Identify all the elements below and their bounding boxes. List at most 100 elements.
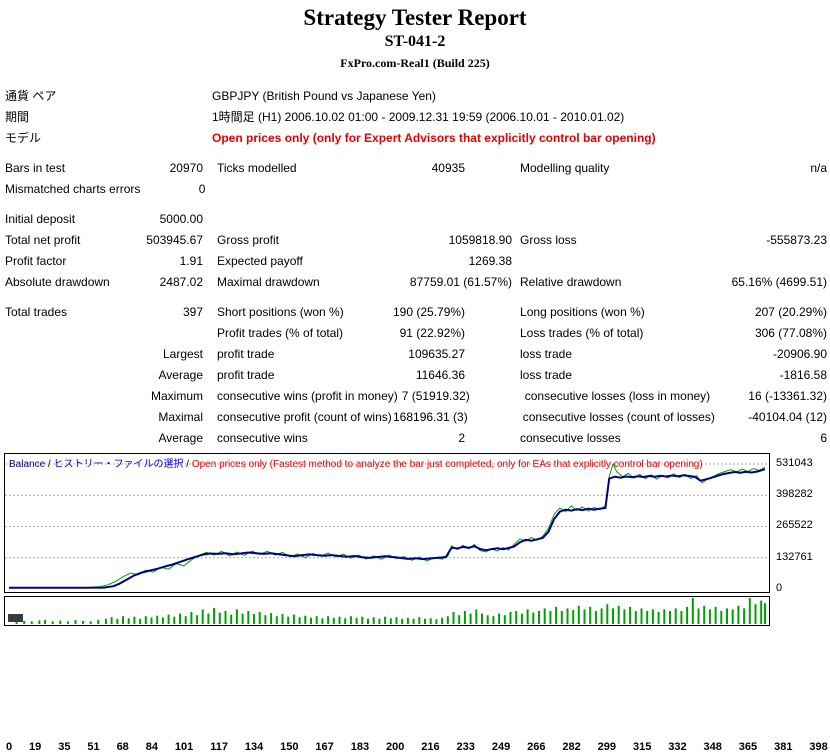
caption-history-file-link[interactable]: ヒストリー・ファイルの選択: [53, 459, 184, 470]
stat-label: Ticks modelled: [217, 160, 297, 175]
stat-value: 1269.38: [468, 253, 512, 268]
stat-label: loss trade: [520, 346, 573, 361]
x-axis-label: 68: [116, 741, 129, 753]
x-axis-label: 282: [562, 741, 581, 753]
stats-row: Total trades 397 Short positions (won %) 19…: [0, 301, 830, 322]
stat-label: Maximal drawdown: [217, 274, 320, 289]
stat-value: 16 (-13361.32): [748, 388, 827, 403]
stat-label: Gross profit: [217, 232, 280, 247]
model-label: モデル: [5, 131, 42, 145]
stat-label: Profit factor: [5, 253, 67, 268]
stats-table: Bars in test 20970 Ticks modelled 40935 Mode…: [0, 157, 830, 448]
x-axis-label: 35: [58, 741, 71, 753]
stat-value: 87759.01 (61.57%): [409, 274, 512, 289]
model-value: Open prices only (only for Expert Adviso…: [212, 130, 656, 145]
page-title: Strategy Tester Report: [303, 5, 527, 30]
stats-row: Maximal consecutive profit (count of wins…: [0, 406, 830, 427]
stat-value: 6: [820, 430, 827, 445]
stat-value: 1059818.90: [448, 232, 512, 247]
stat-label: Bars in test: [5, 160, 66, 175]
y-axis-label: 132761: [776, 550, 813, 563]
stat-label: profit trade: [217, 346, 275, 361]
stat-label: profit trade: [217, 367, 275, 382]
chart-caption: Balance / ヒストリー・ファイルの選択 / Open prices on…: [9, 455, 703, 470]
stat-label: Short positions (won %): [217, 304, 344, 319]
stat-value: 2: [458, 430, 465, 445]
stats-row: Average profit trade 11646.36 loss trade -18…: [0, 364, 830, 385]
x-axis-label: 0: [6, 741, 13, 753]
x-axis-label: 365: [738, 741, 758, 753]
balance-equity-lines: [5, 462, 769, 589]
stat-value: -40104.04 (12): [748, 409, 827, 424]
lots-bars: [15, 598, 766, 624]
x-axis-label: 200: [385, 741, 405, 753]
x-axis-label: 299: [597, 741, 617, 753]
stat-label: consecutive losses (count of losses): [522, 409, 715, 424]
caption-model-note: Open prices only (Fastest method to anal…: [191, 459, 703, 470]
y-axis-label: 398282: [776, 488, 813, 501]
stats-row: Profit factor 1.91 Expected payoff 1269.38: [0, 250, 830, 271]
stats-row: Bars in test 20970 Ticks modelled 40935 Mode…: [0, 157, 830, 178]
stat-value: 40935: [431, 160, 465, 175]
stat-label: Initial deposit: [5, 211, 76, 226]
x-axis-label: 150: [280, 741, 299, 753]
stat-value: 168196.31 (3): [393, 409, 468, 424]
x-axis: 0 19 35 51 68 84 101 117 134 150 167 183 200 216 233 24…: [4, 736, 830, 753]
stat-value: 306 (77.08%): [754, 325, 827, 340]
x-axis-label: 51: [87, 741, 100, 753]
stat-label: Total trades: [5, 304, 68, 319]
stat-value: 20970: [169, 160, 203, 175]
x-axis-label: 266: [527, 741, 546, 753]
stat-label: loss trade: [520, 367, 573, 382]
stat-value: 5000.00: [159, 211, 203, 226]
y-axis-label: 0: [776, 582, 783, 594]
stat-value: 1.91: [179, 253, 203, 268]
stats-row: Maximum consecutive wins (profit in money…: [0, 385, 830, 406]
symbol-label: 通貨 ペア: [5, 89, 57, 103]
stat-value: 7 (51919.32): [401, 388, 470, 403]
stat-value: Average: [158, 367, 203, 382]
stat-label: Profit trades (% of total): [217, 325, 344, 340]
stats-row: Mismatched charts errors 0: [0, 178, 830, 199]
stat-label: Gross loss: [520, 232, 577, 247]
param-row-model: モデル Open prices only (only for Expert Ad…: [0, 127, 830, 148]
test-parameters: 通貨 ペア GBPJPY (British Pound vs Japanese …: [0, 85, 830, 148]
stat-value: -20906.90: [772, 346, 827, 361]
stat-label: consecutive losses: [520, 430, 621, 445]
stat-value: 65.16% (4699.51): [731, 274, 827, 289]
strategy-name: ST-041-2: [384, 33, 446, 50]
y-axis: 531043 398282 265522 132761 0: [770, 453, 826, 594]
stat-label: Total net profit: [5, 232, 81, 247]
x-axis-label: 233: [456, 741, 475, 753]
stat-value: Largest: [162, 346, 203, 361]
stat-value: 91 (22.92%): [399, 325, 465, 340]
stats-row: Largest profit trade 109635.27 loss trade -2…: [0, 343, 830, 364]
lots-histogram: [4, 596, 770, 626]
stat-label: Modelling quality: [520, 160, 610, 175]
stat-value: Maximal: [158, 409, 203, 424]
stats-row: Profit trades (% of total) 91 (22.92%) Los…: [0, 322, 830, 343]
x-axis-label: 348: [703, 741, 722, 753]
param-row-period: 期間 1時間足 (H1) 2006.10.02 01:00 - 2009.12.…: [0, 106, 830, 127]
x-axis-label: 381: [774, 741, 793, 753]
lots-scale-badge: [8, 614, 23, 622]
stats-row: Initial deposit 5000.00: [0, 208, 830, 229]
caption-balance-label: Balance: [9, 459, 46, 470]
x-axis-label: 332: [668, 741, 687, 753]
stats-row: Average consecutive wins 2 consecutive loss…: [0, 427, 830, 448]
x-axis-label: 167: [315, 741, 334, 753]
stat-value: Maximum: [150, 388, 203, 403]
x-axis-label: 183: [350, 741, 370, 753]
stat-value: -555873.23: [766, 232, 827, 247]
stats-row: Absolute drawdown 2487.02 Maximal drawdown…: [0, 271, 830, 292]
stat-label: consecutive losses (loss in money): [524, 388, 711, 403]
x-axis-label: 134: [244, 741, 264, 753]
stat-label: consecutive profit (count of wins): [217, 409, 392, 424]
stat-value: 190 (25.79%): [393, 304, 466, 319]
stat-label: Relative drawdown: [520, 274, 622, 289]
stat-value: 207 (20.29%): [754, 304, 827, 319]
balance-chart: Balance / ヒストリー・ファイルの選択 / Open prices on…: [0, 453, 830, 753]
stat-value: 11646.36: [415, 367, 465, 382]
period-value: 1時間足 (H1) 2006.10.02 01:00 - 2009.12.31 …: [212, 110, 625, 124]
